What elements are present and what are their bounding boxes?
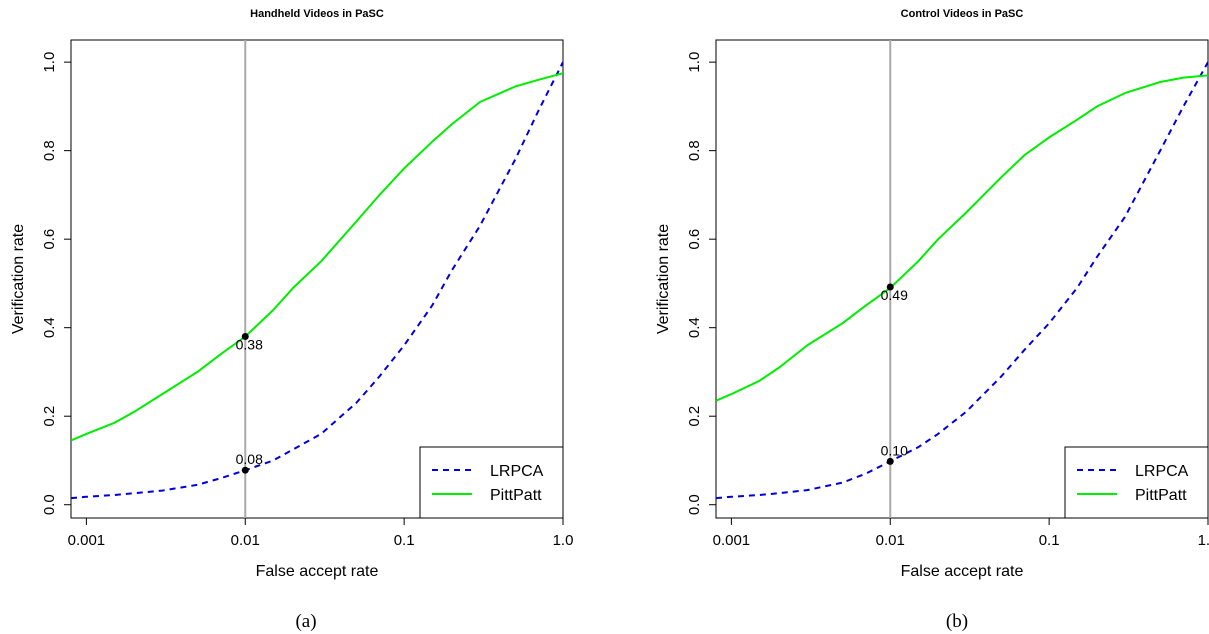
x-tick-label: 0.1 xyxy=(1039,532,1060,549)
legend-label-lrpca: LRPCA xyxy=(1135,463,1189,480)
series-line-lrpca xyxy=(71,61,563,500)
chart-panel-b: Control Videos in PaSC 0.001 0.01 0.1 1.0 0.0… xyxy=(655,8,1209,632)
y-tick-label: 0.2 xyxy=(41,406,58,427)
chart-panel-a: Handheld Videos in PaSC 0.001 0.01 0.1 1.0 0.… xyxy=(10,8,573,632)
y-tick-label: 0.8 xyxy=(686,140,703,161)
series-line-lrpca xyxy=(716,61,1208,500)
highlight-point xyxy=(886,457,894,465)
x-tick-label: 0.01 xyxy=(231,532,260,549)
x-tick-label: 0.1 xyxy=(394,532,415,549)
highlight-point-label: 0.10 xyxy=(881,442,908,458)
x-tick-label: 0.001 xyxy=(713,532,751,549)
highlight-point-label: 0.49 xyxy=(881,287,908,303)
highlight-point xyxy=(886,283,894,291)
x-tick-label: 1.0 xyxy=(1198,532,1209,549)
series-line-pittpatt xyxy=(716,74,1208,402)
y-tick-label: 0.0 xyxy=(686,494,703,515)
legend: LRPCA PittPatt xyxy=(1064,446,1209,519)
series-line-pittpatt xyxy=(71,72,563,442)
x-axis-label: False accept rate xyxy=(901,563,1024,580)
x-tick-label: 0.001 xyxy=(68,532,106,549)
highlight-point xyxy=(241,333,249,341)
y-tick-label: 1.0 xyxy=(41,52,58,73)
x-tick-label: 0.01 xyxy=(876,532,905,549)
y-axis-label: Verification rate xyxy=(10,224,27,334)
y-tick-label: 1.0 xyxy=(686,52,703,73)
y-tick-label: 0.2 xyxy=(686,406,703,427)
figure-caption: (b) xyxy=(946,611,968,632)
highlight-point-label: 0.08 xyxy=(236,451,263,467)
legend-label-pittpatt: PittPatt xyxy=(490,487,542,504)
y-axis-label: Verification rate xyxy=(655,224,672,334)
plot-frame xyxy=(715,39,1209,519)
y-tick-label: 0.0 xyxy=(41,494,58,515)
legend: LRPCA PittPatt xyxy=(419,446,564,519)
figure-caption: (a) xyxy=(295,611,316,632)
chart-title: Handheld Videos in PaSC xyxy=(250,8,384,20)
y-tick-label: 0.4 xyxy=(686,317,703,338)
highlight-point xyxy=(241,466,249,474)
y-tick-label: 0.8 xyxy=(41,140,58,161)
legend-label-lrpca: LRPCA xyxy=(490,463,544,480)
plot-area xyxy=(71,40,563,518)
legend-box xyxy=(1064,446,1209,519)
chart-title: Control Videos in PaSC xyxy=(901,8,1024,20)
legend-box xyxy=(419,446,564,519)
x-tick-label: 1.0 xyxy=(553,532,574,549)
y-tick-label: 0.6 xyxy=(41,229,58,250)
y-tick-label: 0.4 xyxy=(41,317,58,338)
legend-label-pittpatt: PittPatt xyxy=(1135,487,1187,504)
x-axis-label: False accept rate xyxy=(256,563,379,580)
plot-frame xyxy=(70,39,564,519)
plot-area xyxy=(716,40,1208,518)
highlight-point-label: 0.38 xyxy=(236,337,263,353)
y-tick-label: 0.6 xyxy=(686,229,703,250)
